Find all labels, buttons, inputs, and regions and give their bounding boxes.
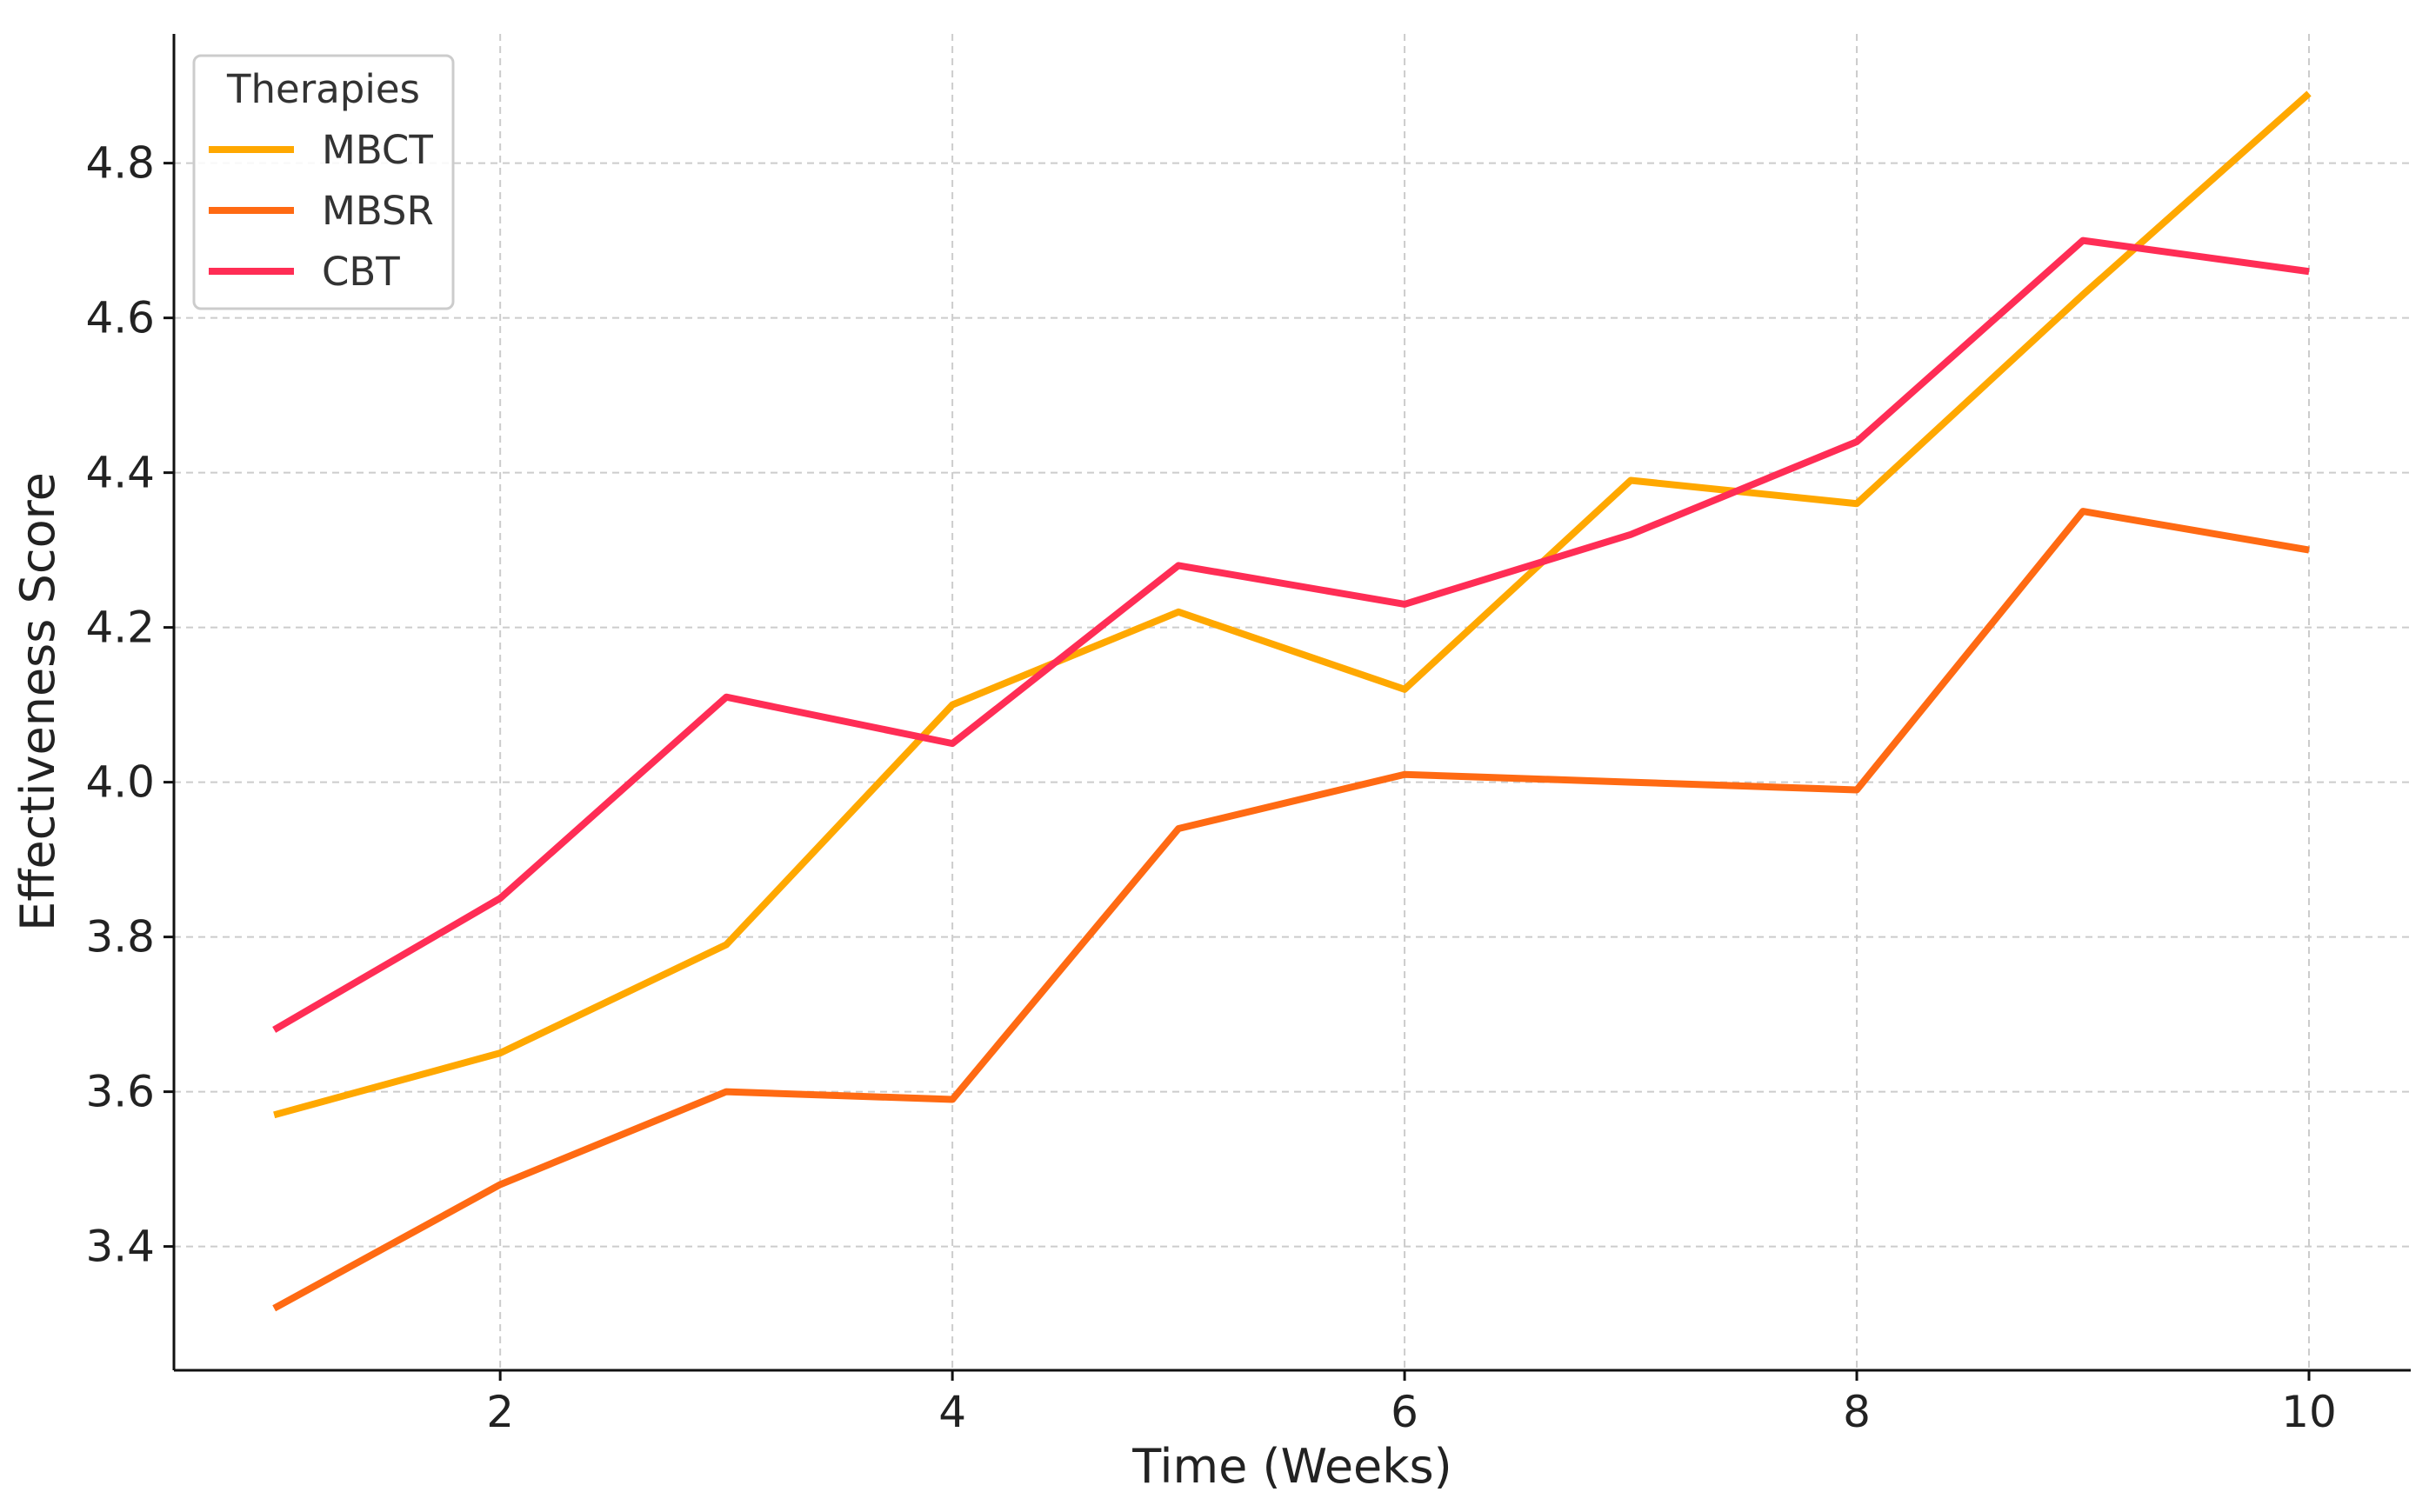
x-axis-label: Time (Weeks) bbox=[1131, 1439, 1452, 1494]
y-tick-label: 3.8 bbox=[85, 912, 155, 962]
x-tick-label: 2 bbox=[486, 1387, 514, 1437]
y-tick-label: 4.4 bbox=[85, 448, 155, 498]
legend-label-mbsr: MBSR bbox=[322, 188, 434, 234]
series-line-mbct bbox=[273, 90, 2312, 1119]
x-tick-label: 4 bbox=[938, 1387, 966, 1437]
legend-title: Therapies bbox=[226, 66, 420, 112]
grid bbox=[174, 34, 2411, 1370]
x-tick-label: 10 bbox=[2281, 1387, 2337, 1437]
y-tick-label: 4.0 bbox=[85, 757, 155, 808]
x-tick-label: 8 bbox=[1843, 1387, 1871, 1437]
series-line-cbt bbox=[272, 236, 2310, 1033]
series-lines bbox=[272, 90, 2312, 1312]
series-line-mbsr bbox=[272, 508, 2310, 1312]
y-tick-label: 3.4 bbox=[85, 1222, 155, 1272]
y-axis-label: Effectiveness Score bbox=[10, 472, 65, 931]
legend-label-cbt: CBT bbox=[322, 249, 400, 295]
x-tick-label: 6 bbox=[1391, 1387, 1418, 1437]
legend: Therapies MBCT MBSR CBT bbox=[192, 54, 455, 310]
legend-box bbox=[192, 54, 455, 310]
y-tick-label: 4.6 bbox=[85, 293, 155, 343]
legend-label-mbct: MBCT bbox=[322, 127, 433, 173]
y-tick-label: 3.6 bbox=[85, 1067, 155, 1117]
y-tick-label: 4.8 bbox=[85, 138, 155, 189]
ticks: 2 4 6 8 10 3.4 3.6 3.8 4.0 4.2 4.4 4.6 4.8 bbox=[85, 138, 2336, 1437]
y-tick-label: 4.2 bbox=[85, 603, 155, 653]
